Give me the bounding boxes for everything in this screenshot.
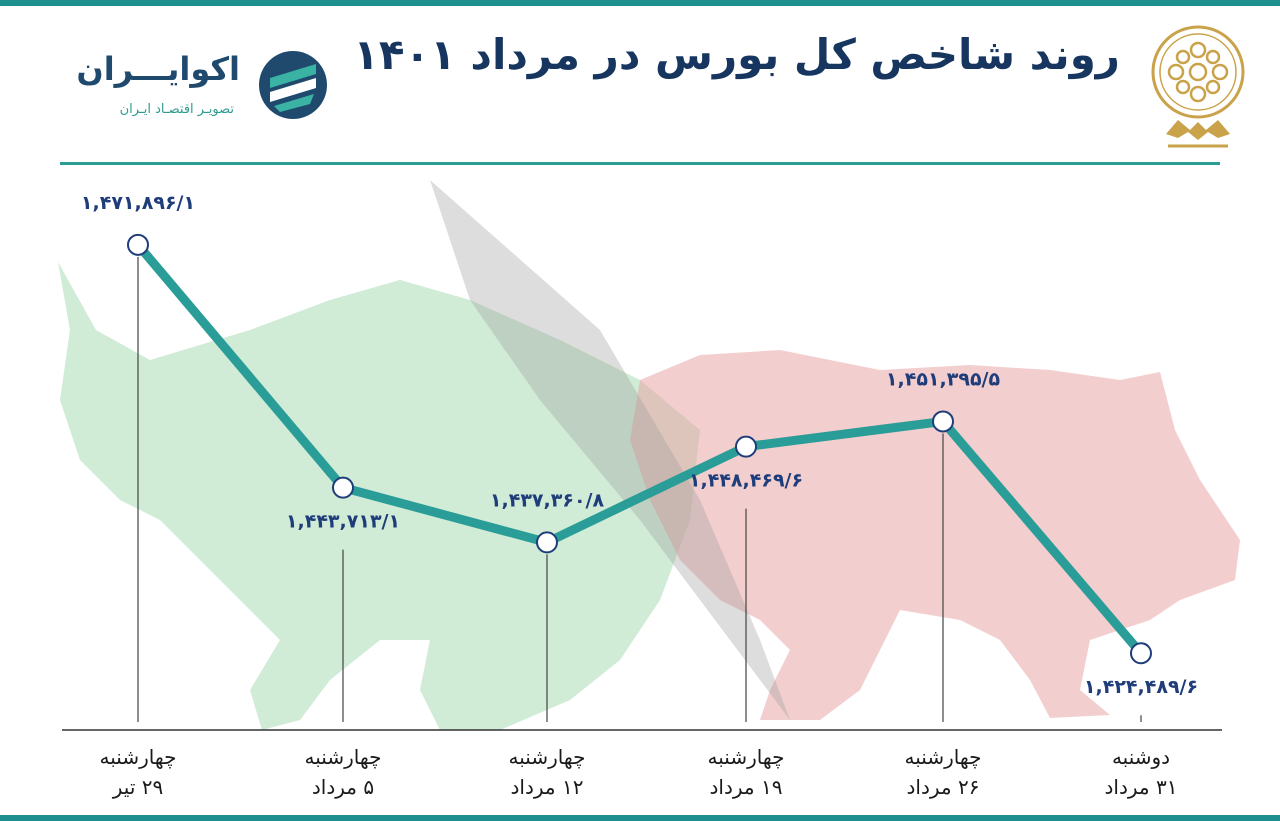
x-tick-day: چهارشنبه [708,745,785,769]
brand-tagline: تصویـر اقتصـاد ایـران [119,102,234,117]
stock-exchange-emblem-icon [1151,25,1245,148]
header-divider [60,162,1220,165]
x-tick-day: چهارشنبه [100,745,177,769]
bear-silhouette-icon [630,350,1240,720]
data-label: ۱,۴۴۳,۷۱۳/۱ [286,511,400,533]
x-tick-date: ۲۶ مرداد [907,775,980,799]
x-tick-date: ۱۲ مرداد [511,775,584,799]
x-tick-day: دوشنبه [1112,745,1170,769]
data-label: ۱,۴۲۴,۴۸۹/۶ [1084,676,1198,698]
top-accent-bar [0,0,1280,6]
data-point [332,476,354,499]
data-label: ۱,۴۵۱,۳۹۵/۵ [886,368,1001,390]
x-tick-date: ۳۱ مرداد [1105,775,1178,799]
x-tick-date: ۲۹ تیر [112,775,163,799]
series-line [133,240,1146,658]
brand-block: اکوایـــران تصویـر اقتصـاد ایـران [72,42,342,132]
arrow-shadow-icon [430,180,790,720]
data-label: ۱,۴۴۸,۴۶۹/۶ [689,470,803,492]
data-point [127,233,149,256]
data-label: ۱,۴۷۱,۸۹۶/۱ [81,192,195,214]
x-tick-day: چهارشنبه [305,745,382,769]
data-point [735,435,757,458]
x-tick-date: ۱۹ مرداد [710,775,783,799]
x-tick-day: چهارشنبه [905,745,982,769]
data-point [932,410,954,433]
data-point [536,531,558,554]
bottom-accent-bar [0,815,1280,821]
ecoiran-logo-icon [259,51,327,119]
data-label: ۱,۴۳۷,۳۶۰/۸ [490,489,605,511]
page-title: روند شاخص کل بورس در مرداد ۱۴۰۱ [353,30,1120,79]
x-tick-date: ۵ مرداد [312,775,374,799]
data-point [1130,642,1152,665]
x-tick-day: چهارشنبه [509,745,586,769]
brand-name: اکوایـــران [76,50,240,88]
